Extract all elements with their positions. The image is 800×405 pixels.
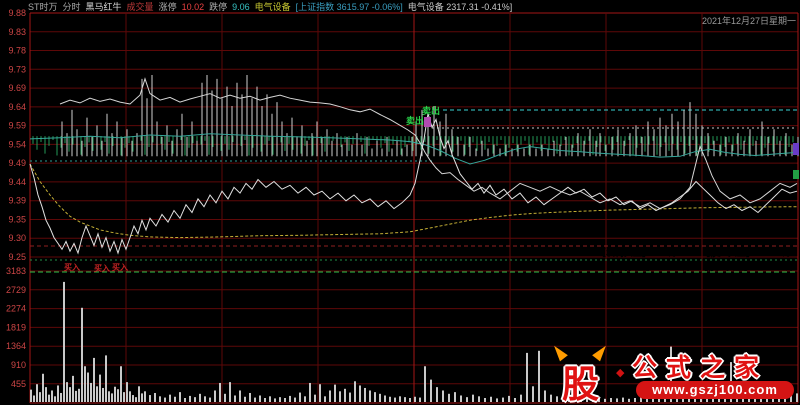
svg-text:9.78: 9.78 — [8, 46, 26, 56]
svg-text:卖出: 卖出 — [406, 115, 424, 126]
ema-line-teal — [29, 133, 798, 165]
topbar-token-0: ST时万 — [28, 2, 58, 12]
svg-text:3183: 3183 — [6, 266, 26, 276]
topbar-token-2: 黑马红牛 — [85, 2, 122, 12]
retail-sell-label: 【散户卖盘】1218.23万 — [699, 262, 795, 272]
svg-text:9.39: 9.39 — [8, 196, 26, 206]
volume-bars — [30, 281, 798, 402]
topbar-token-9: [上证指数 3615.97 -0.06%] — [295, 2, 403, 12]
svg-text:2274: 2274 — [6, 304, 26, 314]
avg-line-yellow — [29, 163, 798, 239]
svg-text:买入: 买入 — [112, 263, 128, 272]
stock-character: 股 — [562, 364, 599, 405]
svg-text:9.25: 9.25 — [8, 252, 26, 262]
svg-text:9.59: 9.59 — [8, 121, 26, 131]
price-axis-labels: 9.88 9.83 9.78 9.73 9.69 9.64 9.59 9.54 9.49 9.44… — [8, 8, 26, 262]
watermark-url: www.gszj100.com — [636, 381, 794, 399]
institution-buy-label: 【机构买盘】0.00万 — [597, 248, 678, 258]
institution-sell-label: 【机构卖盘】472.09万 — [601, 262, 692, 272]
svg-text:2729: 2729 — [6, 285, 26, 295]
main-price-line — [29, 113, 798, 255]
svg-text:9.83: 9.83 — [8, 27, 26, 37]
svg-text:9.54: 9.54 — [8, 139, 26, 149]
svg-text:455: 455 — [11, 379, 26, 389]
topbar-token-1: 分时 — [62, 2, 81, 12]
svg-text:买入: 买入 — [94, 264, 110, 273]
svg-text:9.35: 9.35 — [8, 214, 26, 224]
topbar-token-10: 电气设备 2317.31 -0.41%] — [407, 2, 513, 12]
topbar-token-6: 跌停 — [209, 2, 228, 12]
svg-text:卖出: 卖出 — [422, 105, 440, 116]
topbar-token-5: 10.02 — [181, 2, 205, 12]
svg-text:9.44: 9.44 — [8, 177, 26, 187]
indicator-line-white — [59, 77, 798, 210]
diamond-icon: ◆ — [616, 367, 625, 379]
date-label: 2021年12月27日星期一 — [701, 16, 796, 26]
svg-text:9.69: 9.69 — [8, 83, 26, 93]
site-watermark: 股 ◆ 公式之家 www.gszj100.com — [548, 340, 798, 405]
topbar-token-3: 成交量 — [126, 2, 154, 12]
time-gridlines — [29, 13, 799, 403]
svg-text:1364: 1364 — [6, 341, 26, 351]
svg-text:910: 910 — [11, 360, 26, 370]
svg-text:9.88: 9.88 — [8, 8, 26, 18]
volume-axis-labels: 3183 2729 2274 1819 1364 910 455 — [6, 266, 26, 389]
svg-text:9.30: 9.30 — [8, 233, 26, 243]
svg-text:9.73: 9.73 — [8, 64, 26, 74]
retail-buy-label: 【散户买盘】923.42万 — [701, 248, 792, 258]
svg-text:买入: 买入 — [64, 263, 80, 272]
topbar-token-7: 9.06 — [232, 2, 250, 12]
svg-text:1819: 1819 — [6, 322, 26, 332]
svg-text:9.64: 9.64 — [8, 102, 26, 112]
topbar-token-4: 涨停 — [158, 2, 177, 12]
svg-text:9.49: 9.49 — [8, 158, 26, 168]
signal-dashed-lines — [30, 109, 797, 273]
indicator-tick-bars — [61, 74, 799, 157]
chart-title-bar: ST时万 分时 黑马红牛 成交量 涨停 10.02 跌停 9.06 电气设备 [上证指数 3615… — [28, 1, 512, 13]
watermark-title: 公式之家 — [632, 354, 769, 382]
topbar-token-8: 电气设备 — [254, 2, 291, 12]
bull-logo: 股 — [550, 342, 616, 405]
